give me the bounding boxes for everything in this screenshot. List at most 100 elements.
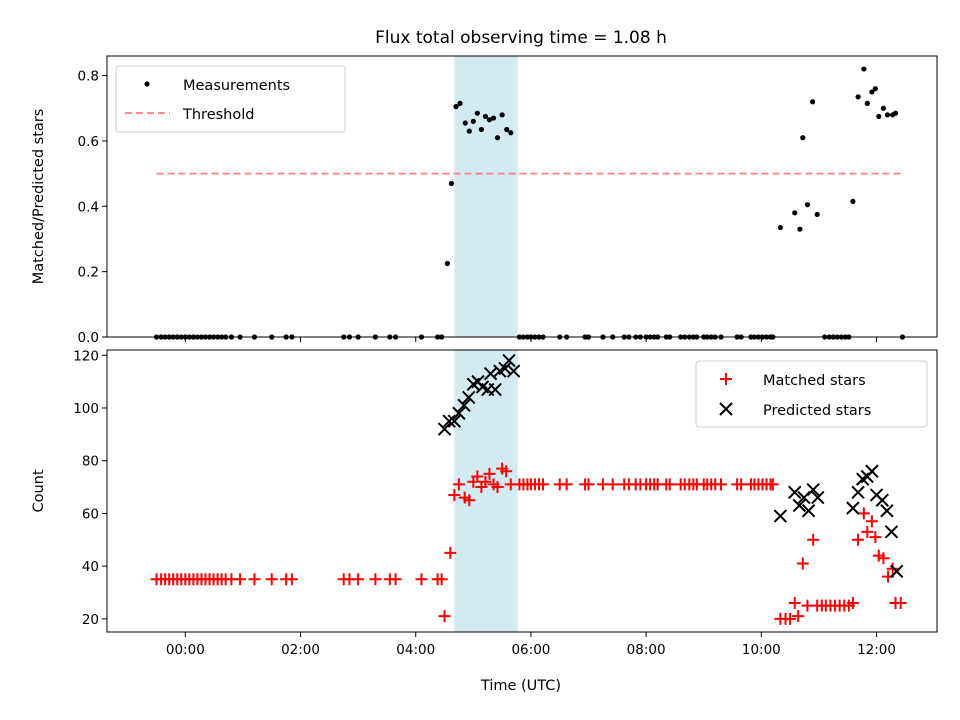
matched-stars-point <box>352 573 365 586</box>
measurements-point <box>876 113 882 120</box>
y-tick-label: 120 <box>73 348 99 364</box>
matched-stars-point <box>500 465 513 478</box>
predicted-stars-point <box>442 414 456 428</box>
matched-stars-point <box>715 478 728 491</box>
top-panel-legend: Measurements Threshold <box>115 65 346 133</box>
bottom-panel-x-ticks: 00:00 02:00 04:00 06:00 08:00 10:00 12:00 <box>166 632 896 658</box>
predicted-stars-point <box>889 564 904 579</box>
matched-stars-point <box>663 478 676 491</box>
matched-stars-point <box>560 478 573 491</box>
legend-predicted-stars-marker <box>719 402 733 416</box>
measurements-point <box>470 118 476 124</box>
bottom-panel: 20 40 60 80 100 120 00:00 02:00 04:00 06:00 08:00… <box>31 348 938 694</box>
observing-interval-shade-bottom <box>454 350 518 632</box>
predicted-stars-point <box>506 364 521 378</box>
matched-stars-point <box>807 533 820 546</box>
matched-stars-point <box>796 557 809 570</box>
measurements-point <box>777 224 783 231</box>
matched-stars-point <box>537 478 550 491</box>
predicted-stars-point <box>488 382 502 397</box>
measurements-point <box>486 117 493 123</box>
matched-stars-point <box>265 573 278 586</box>
legend-matched-stars-label: Matched stars <box>763 373 866 389</box>
measurements-point <box>453 104 459 110</box>
bottom-panel-y-axis-label: Count <box>31 469 47 512</box>
predicted-stars-point <box>880 504 894 518</box>
predicted-stars-point <box>884 525 899 539</box>
matched-stars-point <box>415 573 428 586</box>
top-legend-box <box>115 65 346 133</box>
measurements-point <box>444 260 451 267</box>
matched-stars-point <box>582 478 595 491</box>
measurements-point <box>504 126 510 133</box>
top-panel: 0.00.20.40.60.8 Matched/Predicted stars … <box>31 55 938 346</box>
matched-stars-point <box>248 573 261 586</box>
matched-stars-point <box>483 467 496 480</box>
matched-stars-point <box>869 531 882 544</box>
y-tick-label: 0.8 <box>78 69 99 85</box>
x-tick-label: 04:00 <box>396 642 435 658</box>
chart-title: Flux total observing time = 1.08 h <box>375 28 667 48</box>
matched-stars-point <box>894 597 907 610</box>
predicted-stars-point <box>502 353 516 368</box>
predicted-stars-point <box>846 501 860 515</box>
matched-stars-point <box>479 475 492 488</box>
measurements-point <box>474 110 480 116</box>
measurements-point <box>457 100 463 106</box>
measurements-point <box>508 130 514 136</box>
measurements-point <box>864 100 870 106</box>
measurements-point <box>466 128 472 134</box>
measurements-point <box>792 210 798 216</box>
x-tick-label: 06:00 <box>511 642 550 658</box>
predicted-stars-point <box>806 482 820 497</box>
measurements-point <box>448 180 455 187</box>
matched-stars-point <box>438 610 451 623</box>
y-tick-label: 0.6 <box>78 134 99 150</box>
matched-stars-point <box>471 470 484 483</box>
matched-stars-point <box>877 552 890 565</box>
x-tick-label: 08:00 <box>627 642 666 658</box>
legend-measurements-label: Measurements <box>183 78 290 94</box>
y-tick-label: 0.2 <box>78 265 99 281</box>
predicted-stars-point <box>457 398 471 413</box>
bottom-panel-y-ticks: 20 40 60 80 100 120 <box>73 348 107 628</box>
bottom-panel-frame <box>106 349 938 633</box>
bottom-panel-legend: Matched stars Predicted stars <box>695 360 928 428</box>
x-tick-label: 02:00 <box>281 642 320 658</box>
matched-stars-point <box>369 573 382 586</box>
predicted-stars-point <box>801 504 816 518</box>
x-axis-label: Time (UTC) <box>480 678 561 694</box>
matched-stars-point <box>788 597 801 610</box>
measurements-point <box>880 105 887 111</box>
top-panel-frame <box>106 55 938 338</box>
measurements-point <box>809 99 816 105</box>
matched-stars-point <box>857 507 870 520</box>
matched-stars-point <box>285 573 298 586</box>
predicted-stars-point <box>788 485 802 500</box>
matched-stars-point <box>389 573 402 586</box>
matched-stars-point <box>861 525 874 538</box>
matched-stars-point <box>448 488 461 501</box>
measurements-point <box>892 110 899 116</box>
measurements-point <box>814 211 820 218</box>
y-tick-label: 20 <box>82 612 99 628</box>
y-tick-label: 80 <box>82 454 99 470</box>
x-tick-label: 12:00 <box>857 642 896 658</box>
bottom-panel-marks <box>150 353 907 625</box>
measurements-point <box>478 126 484 133</box>
predicted-stars-point <box>498 361 512 376</box>
measurements-point <box>850 198 856 205</box>
matched-stars-point <box>234 573 247 586</box>
predicted-stars-point <box>875 493 889 507</box>
matched-stars-point <box>792 610 805 623</box>
measurements-point <box>797 226 803 232</box>
predicted-stars-point <box>437 422 452 436</box>
matched-stars-point <box>852 533 865 546</box>
measurements-point <box>482 113 489 120</box>
predicted-stars-point <box>462 390 476 405</box>
legend-matched-stars-marker <box>720 373 732 385</box>
x-tick-label: 10:00 <box>742 642 781 658</box>
legend-threshold-label: Threshold <box>182 107 254 123</box>
predicted-stars-point <box>452 406 466 420</box>
